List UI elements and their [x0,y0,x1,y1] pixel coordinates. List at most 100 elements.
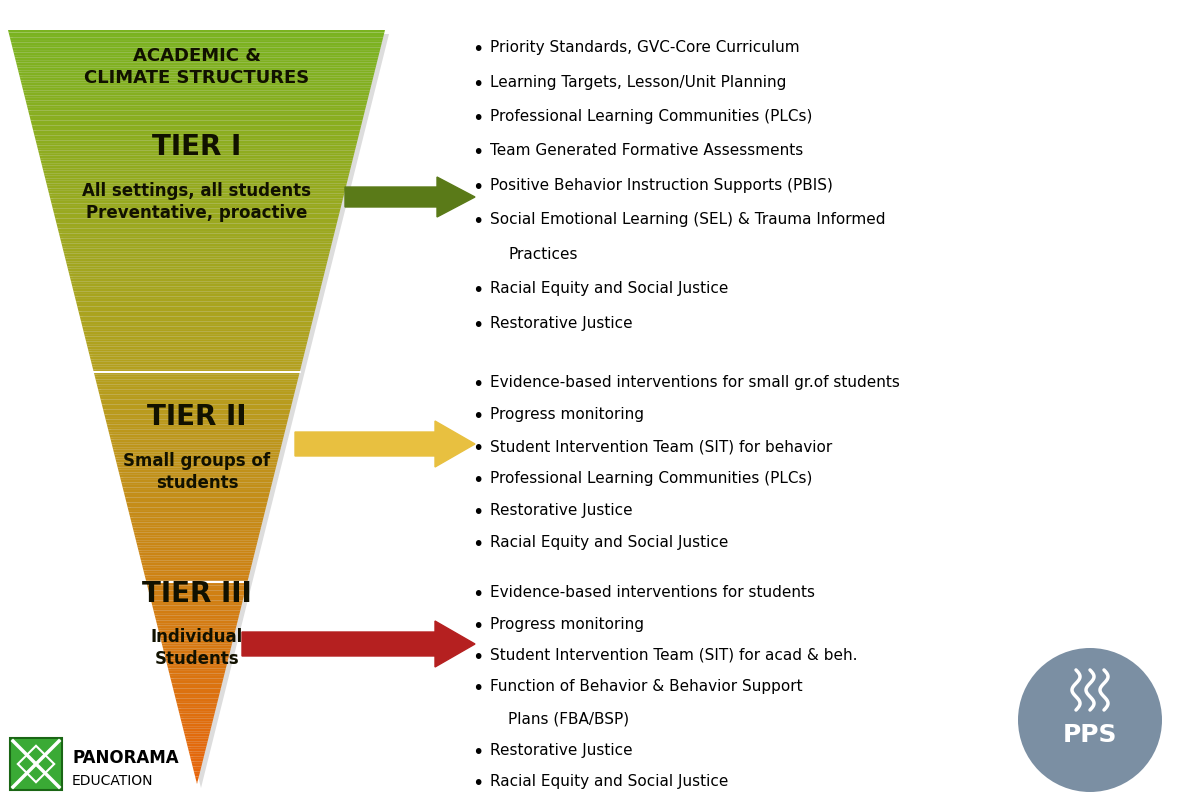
Polygon shape [108,427,286,430]
Polygon shape [133,530,260,533]
Polygon shape [103,412,289,415]
Polygon shape [24,95,368,98]
Polygon shape [173,686,222,688]
Polygon shape [12,34,389,788]
Polygon shape [134,535,259,537]
Polygon shape [108,430,286,432]
Text: Plans (FBA/BSP): Plans (FBA/BSP) [508,711,629,726]
Polygon shape [22,83,372,85]
Polygon shape [174,694,220,696]
Polygon shape [25,100,367,103]
Polygon shape [58,229,336,231]
Polygon shape [71,282,323,284]
Polygon shape [110,439,283,442]
Text: •: • [472,75,484,94]
Text: EDUCATION: EDUCATION [72,774,154,788]
Polygon shape [64,253,329,256]
Polygon shape [142,563,252,565]
Text: Restorative Justice: Restorative Justice [490,743,632,758]
Polygon shape [172,681,223,683]
Polygon shape [175,696,218,699]
Polygon shape [62,246,331,249]
Polygon shape [162,643,232,646]
Polygon shape [176,703,217,706]
Polygon shape [48,191,344,193]
Polygon shape [145,575,250,578]
Polygon shape [76,302,317,304]
Polygon shape [98,390,295,392]
Polygon shape [168,668,226,671]
Polygon shape [40,158,353,160]
Polygon shape [80,319,313,322]
Polygon shape [90,359,302,362]
Polygon shape [190,754,204,756]
Polygon shape [36,143,356,146]
Polygon shape [127,505,266,508]
Text: Evidence-based interventions for students: Evidence-based interventions for student… [490,585,815,600]
Polygon shape [162,646,232,648]
Polygon shape [80,317,313,319]
Polygon shape [151,603,242,606]
Polygon shape [154,613,240,616]
Polygon shape [70,273,324,277]
Polygon shape [55,218,338,221]
Polygon shape [191,759,203,761]
Polygon shape [44,176,349,178]
Text: ACADEMIC &
CLIMATE STRUCTURES: ACADEMIC & CLIMATE STRUCTURES [84,47,310,87]
Polygon shape [101,402,293,404]
Polygon shape [70,277,324,279]
Polygon shape [125,495,269,497]
Polygon shape [128,510,265,512]
Polygon shape [163,648,230,650]
Polygon shape [88,346,306,349]
Polygon shape [11,43,382,45]
Polygon shape [35,136,359,138]
Polygon shape [94,369,300,372]
Polygon shape [89,352,305,354]
Text: •: • [472,40,484,59]
Polygon shape [136,541,258,543]
Polygon shape [119,472,275,475]
Polygon shape [42,166,352,168]
Polygon shape [54,213,340,216]
Polygon shape [136,537,258,541]
Polygon shape [242,621,475,667]
Polygon shape [196,776,199,779]
Polygon shape [49,196,343,198]
Text: •: • [472,648,484,667]
Polygon shape [158,630,235,634]
Polygon shape [20,78,373,80]
Polygon shape [107,422,287,424]
Polygon shape [43,168,350,171]
Polygon shape [109,435,284,437]
Text: Learning Targets, Lesson/Unit Planning: Learning Targets, Lesson/Unit Planning [490,75,786,90]
Polygon shape [175,699,218,701]
Polygon shape [24,93,370,95]
Polygon shape [145,578,248,581]
Polygon shape [119,470,275,472]
Polygon shape [94,372,300,375]
Polygon shape [193,769,200,772]
Polygon shape [85,337,308,339]
Polygon shape [41,160,353,163]
Polygon shape [181,719,214,721]
Polygon shape [196,779,198,781]
Polygon shape [151,601,242,603]
Polygon shape [156,618,239,621]
Polygon shape [25,98,368,100]
Polygon shape [78,311,314,314]
Polygon shape [178,709,216,711]
Polygon shape [96,379,298,382]
Text: PANORAMA: PANORAMA [72,749,179,767]
Polygon shape [100,395,294,397]
Polygon shape [127,508,266,510]
Polygon shape [139,555,254,558]
Polygon shape [113,448,281,450]
Polygon shape [125,497,269,500]
Polygon shape [150,596,244,598]
Polygon shape [137,545,257,548]
Polygon shape [146,583,247,585]
Polygon shape [91,364,301,367]
Polygon shape [112,444,282,448]
Polygon shape [97,387,296,390]
